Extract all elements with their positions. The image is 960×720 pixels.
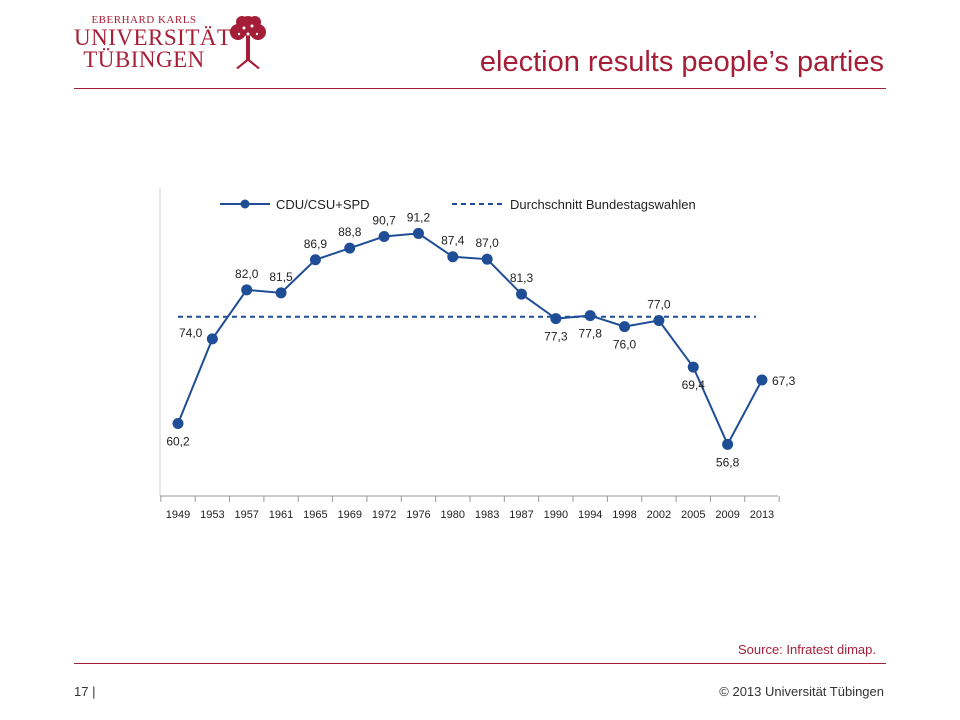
logo-line3: TÜBINGEN bbox=[83, 47, 205, 72]
x-tick-label: 1972 bbox=[372, 509, 396, 521]
x-tick-label: 2013 bbox=[750, 509, 774, 521]
copyright: © 2013 Universität Tübingen bbox=[719, 684, 884, 699]
data-label: 56,8 bbox=[716, 455, 740, 469]
election-line-chart: CDU/CSU+SPD Durchschnitt Bundestagswahle… bbox=[159, 188, 796, 521]
x-tick-label: 1957 bbox=[234, 509, 258, 521]
source-note: Source: Infratest dimap. bbox=[737, 642, 876, 657]
data-point bbox=[309, 254, 321, 266]
x-tick-label: 1976 bbox=[406, 509, 430, 521]
data-label: 88,8 bbox=[338, 225, 362, 239]
data-point bbox=[516, 288, 527, 300]
x-tick-label: 1965 bbox=[303, 509, 327, 521]
x-tick-label: 1953 bbox=[200, 509, 224, 521]
data-label: 60,2 bbox=[166, 434, 190, 448]
footer-divider bbox=[74, 663, 886, 664]
logo-line2: UNIVERSITÄT bbox=[74, 25, 232, 50]
x-tick-label: 1980 bbox=[441, 509, 465, 521]
x-tick-label: 1949 bbox=[166, 509, 190, 521]
logo-line1: EBERHARD KARLS bbox=[91, 14, 197, 26]
data-point bbox=[412, 227, 424, 239]
data-label: 91,2 bbox=[407, 210, 431, 224]
data-point bbox=[172, 417, 184, 429]
data-label: 69,4 bbox=[682, 378, 706, 392]
x-tick-label: 1983 bbox=[475, 509, 499, 521]
x-tick-label: 2005 bbox=[681, 509, 705, 521]
data-label: 67,3 bbox=[772, 374, 796, 388]
data-point bbox=[619, 321, 631, 333]
data-point bbox=[447, 251, 459, 263]
data-label: 76,0 bbox=[613, 338, 637, 352]
x-tick-label: 1961 bbox=[269, 509, 293, 521]
x-tick-label: 1990 bbox=[544, 509, 568, 521]
data-label: 81,3 bbox=[510, 271, 534, 285]
university-logo: EBERHARD KARLS UNIVERSITÄT TÜBINGEN bbox=[74, 14, 274, 74]
data-point bbox=[275, 287, 287, 299]
data-point bbox=[344, 242, 356, 254]
data-label: 90,7 bbox=[372, 213, 396, 227]
x-tick-label: 1969 bbox=[338, 509, 362, 521]
x-tick-label: 2009 bbox=[715, 509, 739, 521]
page-title: election results people’s parties bbox=[479, 46, 884, 78]
data-point bbox=[481, 253, 493, 265]
data-label: 77,3 bbox=[544, 330, 568, 344]
data-label: 87,0 bbox=[475, 236, 499, 250]
legend: CDU/CSU+SPD Durchschnitt Bundestagswahle… bbox=[220, 197, 696, 212]
data-label: 86,9 bbox=[304, 237, 328, 251]
x-tick-label: 1987 bbox=[509, 509, 533, 521]
data-point bbox=[722, 438, 734, 450]
legend-label-series: CDU/CSU+SPD bbox=[276, 197, 370, 212]
x-tick-label: 1998 bbox=[612, 509, 636, 521]
data-label: 77,0 bbox=[647, 297, 671, 311]
x-tick-label: 1994 bbox=[578, 509, 602, 521]
data-point bbox=[206, 333, 218, 345]
data-point bbox=[241, 284, 253, 296]
data-point bbox=[378, 230, 390, 242]
header-divider bbox=[74, 88, 886, 89]
data-point bbox=[653, 314, 665, 326]
data-point bbox=[550, 313, 562, 325]
data-label: 81,5 bbox=[269, 270, 293, 284]
data-label: 77,8 bbox=[579, 327, 603, 341]
data-point bbox=[687, 361, 699, 373]
legend-label-average: Durchschnitt Bundestagswahlen bbox=[510, 197, 696, 212]
data-point bbox=[756, 374, 768, 386]
data-label: 74,0 bbox=[179, 326, 203, 340]
data-label: 87,4 bbox=[441, 234, 465, 248]
data-label: 82,0 bbox=[235, 267, 259, 281]
tree-icon bbox=[230, 16, 266, 69]
legend-marker bbox=[240, 199, 250, 209]
x-tick-label: 2002 bbox=[647, 509, 671, 521]
page-number: 17 | bbox=[74, 684, 96, 699]
data-point bbox=[584, 310, 596, 322]
series-line bbox=[177, 232, 763, 447]
